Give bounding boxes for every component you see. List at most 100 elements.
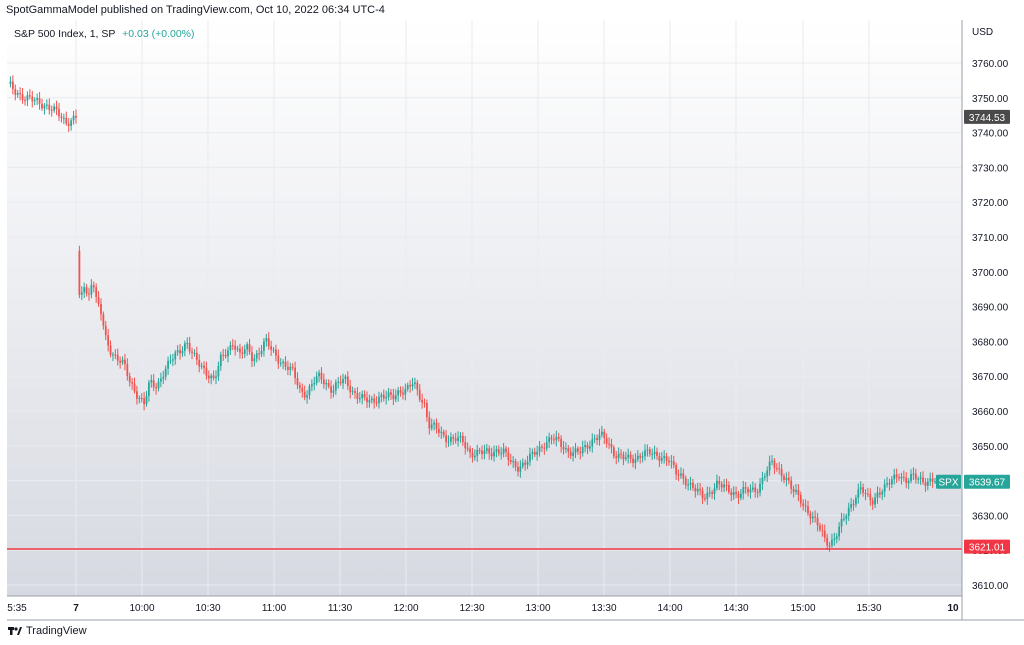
symbol-tag-box <box>936 474 961 489</box>
candle-body <box>725 484 728 486</box>
symbol-legend: S&P 500 Index, 1, SP +0.03 (+0.00%) <box>14 28 195 40</box>
candle-body <box>181 350 184 354</box>
candle-body <box>756 491 759 493</box>
candle-body <box>454 438 457 441</box>
candle-body <box>799 494 802 504</box>
candle-body <box>373 398 376 403</box>
candle-body <box>246 344 249 350</box>
candle-body <box>675 465 678 475</box>
candle-body <box>58 108 60 117</box>
candle-body <box>418 389 421 400</box>
candle-body <box>617 453 620 458</box>
candle-body <box>852 504 855 506</box>
price-tick-label: 3670.00 <box>972 372 1009 383</box>
candle-body <box>665 456 668 461</box>
candle-body <box>900 476 903 479</box>
candle-body <box>706 492 709 499</box>
candle-body <box>517 466 519 472</box>
candle-body <box>97 297 100 304</box>
candle-body <box>668 460 670 463</box>
candle-body <box>229 345 232 351</box>
candle-body <box>72 115 75 121</box>
candle-body <box>100 303 102 315</box>
price-tick-label: 3630.00 <box>972 511 1009 522</box>
candle-body <box>677 474 680 476</box>
candle-body <box>687 484 690 486</box>
candle-body <box>198 359 201 367</box>
candle-body <box>871 500 874 505</box>
time-tick-label: 11:30 <box>328 603 353 614</box>
candle-body <box>785 477 788 481</box>
candle-body <box>847 507 850 516</box>
candle-body <box>737 493 740 498</box>
candle-body <box>713 488 716 494</box>
candle-body <box>459 435 462 438</box>
candle-body <box>653 451 656 454</box>
candle-body <box>483 450 486 454</box>
candle-body <box>727 485 730 493</box>
candle-body <box>895 474 898 478</box>
candle-body <box>855 497 857 505</box>
candle-body <box>346 376 349 387</box>
time-tick-label: 12:00 <box>393 603 418 614</box>
candle-body <box>581 446 584 454</box>
time-tick-label: 15:00 <box>790 603 815 614</box>
candle-body <box>43 105 46 109</box>
candle-body <box>65 117 68 124</box>
candle-body <box>421 399 424 403</box>
time-axis[interactable]: 5:35 7 10:00 10:30 11:00 11:30 12:00 12:30 13:00… <box>7 603 959 614</box>
candle-body <box>708 492 711 494</box>
candle-body <box>167 360 169 369</box>
candle-body <box>771 460 773 462</box>
candle-body <box>636 455 639 460</box>
candle-body <box>505 448 507 453</box>
candle-body <box>682 473 685 479</box>
candle-body <box>507 452 510 461</box>
candle-body <box>627 454 630 458</box>
price-label-box <box>964 474 1010 489</box>
candle-body <box>92 285 95 288</box>
time-tick-label: 7 <box>73 603 79 614</box>
candle-body <box>9 81 12 84</box>
candle-body <box>114 354 117 356</box>
candle-body <box>857 489 860 498</box>
candle-body <box>109 345 112 355</box>
candle-body <box>179 350 181 354</box>
candle-body <box>869 493 872 501</box>
footer-brand[interactable]: TradingView <box>8 625 87 637</box>
candle-body <box>104 325 107 336</box>
candle-body <box>502 448 505 454</box>
candle-body <box>387 392 390 397</box>
candle-body <box>831 539 833 546</box>
candle-body <box>313 383 316 385</box>
candle-body <box>821 529 824 531</box>
candle-body <box>67 123 70 126</box>
candle-body <box>716 480 718 489</box>
candle-body <box>294 367 296 379</box>
candle-body <box>332 390 335 393</box>
candle-body <box>651 453 654 455</box>
candle-body <box>164 368 167 377</box>
candle-body <box>476 449 479 456</box>
price-axis[interactable]: 3760.00 3750.00 3740.00 3730.00 3720.00 3710.… <box>972 59 1009 592</box>
candle-body <box>95 287 98 298</box>
candle-body <box>188 342 191 352</box>
candle-body <box>205 367 208 376</box>
candle-body <box>385 396 388 399</box>
time-tick-label: 13:30 <box>591 603 616 614</box>
candle-body <box>193 352 196 354</box>
candle-body <box>622 454 625 460</box>
candle-body <box>157 381 160 389</box>
candle-body <box>349 386 352 393</box>
candle-body <box>790 480 793 489</box>
candle-body <box>222 354 225 356</box>
candle-body <box>430 424 433 429</box>
candle-body <box>370 398 373 401</box>
candle-body <box>473 455 476 458</box>
time-tick-label: 12:30 <box>459 603 484 614</box>
candle-body <box>11 81 14 90</box>
candle-body <box>368 400 371 403</box>
time-tick-label: 10:30 <box>195 603 220 614</box>
candle-body <box>481 450 483 454</box>
